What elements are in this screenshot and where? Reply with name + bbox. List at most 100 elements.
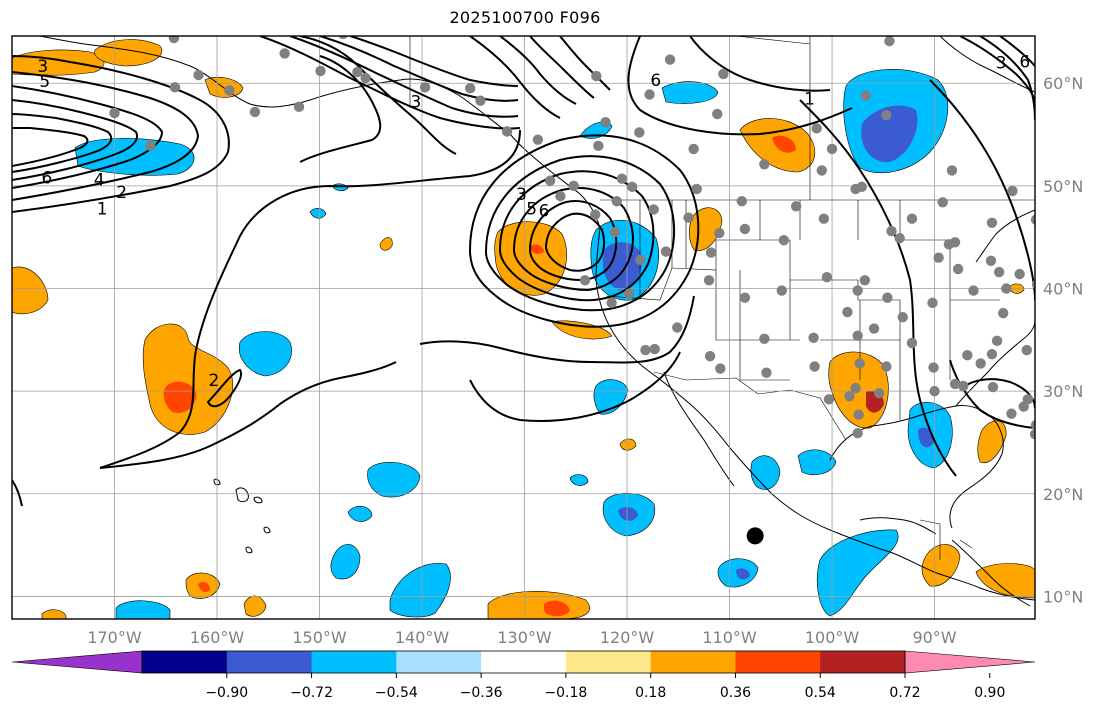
station-dot — [816, 165, 827, 176]
station-dot — [1078, 205, 1088, 215]
anomaly-region — [243, 595, 267, 617]
anomaly-region — [530, 244, 544, 254]
contour-label: 3 — [516, 185, 527, 205]
contour-line — [959, 36, 1035, 105]
station-dot — [1022, 394, 1034, 405]
anomaly-region — [975, 563, 1035, 599]
anomaly-region — [977, 420, 1007, 464]
contour-line — [12, 127, 89, 167]
station-dot — [501, 126, 513, 137]
colorbar-tick-label: −0.90 — [205, 685, 248, 701]
station-dot — [811, 123, 822, 134]
station-dot — [1093, 268, 1103, 278]
station-dot — [809, 361, 820, 372]
contour-line — [468, 134, 700, 328]
lat-label: 30°N — [1043, 382, 1083, 401]
anomaly-region — [163, 381, 197, 413]
station-dot — [759, 159, 770, 170]
station-dot — [853, 409, 864, 420]
station-dot — [568, 180, 579, 192]
station-dot — [823, 394, 835, 405]
station-dot — [873, 387, 885, 399]
station-dot — [688, 143, 699, 155]
anomaly-region — [12, 266, 49, 315]
colorbar-tick-label: −0.18 — [544, 685, 587, 701]
lon-label: 100°W — [805, 628, 860, 647]
contour-label: 5 — [39, 72, 50, 92]
coastline — [955, 319, 1035, 407]
station-dot — [705, 247, 717, 258]
contour-line — [206, 368, 242, 408]
contour-line — [99, 361, 397, 469]
station-dot — [906, 337, 918, 349]
colorbar-outline — [141, 650, 906, 674]
contour-label: 1 — [804, 90, 815, 110]
station-dot — [852, 285, 863, 296]
colorbar-tick-label: 0.36 — [720, 685, 751, 701]
station-dot — [821, 272, 833, 283]
anomaly-region — [861, 105, 918, 163]
lat-label: 10°N — [1043, 587, 1083, 606]
coastline — [951, 539, 1031, 607]
border-line — [919, 519, 973, 560]
station-dot — [949, 378, 961, 390]
contour-line — [419, 295, 695, 364]
anomaly-region — [367, 461, 421, 498]
station-dot — [739, 292, 751, 303]
anomaly-region — [816, 529, 899, 617]
station-dot — [881, 109, 892, 121]
station-dot — [1029, 429, 1035, 440]
station-dot — [168, 36, 180, 44]
station-dot — [169, 82, 181, 93]
colorbar-segment — [735, 651, 821, 673]
coastline — [975, 209, 1035, 263]
colorbar-segment — [396, 651, 482, 673]
anomaly-region — [772, 135, 796, 153]
anomaly-region — [330, 544, 361, 580]
station-dot — [991, 335, 1003, 347]
contour-line — [929, 79, 1035, 301]
station-dot — [826, 143, 838, 155]
station-dot — [943, 239, 955, 250]
station-dot — [279, 48, 290, 59]
contour-line — [99, 129, 521, 469]
station-dot — [975, 358, 986, 369]
lon-label: 170°W — [87, 628, 142, 647]
contour-label: 2 — [209, 371, 220, 391]
station-dot — [881, 361, 892, 372]
station-dot — [193, 69, 204, 81]
station-dot — [1095, 256, 1105, 266]
station-dot — [593, 140, 604, 152]
anomaly-region — [379, 237, 393, 251]
anomaly-region — [309, 208, 327, 219]
contour-line — [289, 36, 519, 118]
station-dot — [778, 235, 790, 246]
anomaly-region — [618, 507, 638, 521]
station-dot — [419, 82, 431, 93]
anomaly-region — [544, 600, 570, 617]
station-dot — [249, 106, 261, 118]
colorbar-segment — [650, 651, 736, 673]
longitude-labels: 170°W 160°W 150°W 140°W 130°W 120°W 110°W 100°W… — [87, 628, 956, 647]
station-dot — [952, 263, 964, 275]
station-dot — [691, 183, 702, 195]
station-dot — [736, 196, 748, 207]
colorbar-under-extension — [11, 650, 143, 674]
station-dot — [1070, 240, 1080, 250]
anomaly-region — [619, 438, 637, 451]
station-dot — [854, 358, 865, 369]
station-dot — [1043, 254, 1053, 264]
contour-label: 3 — [37, 57, 48, 77]
contour-label: 6 — [1019, 53, 1030, 73]
contour-line — [299, 36, 457, 155]
station-dot — [739, 223, 751, 235]
station-dot — [634, 127, 645, 138]
station-dot — [109, 107, 120, 119]
station-dot — [1059, 446, 1069, 456]
map-title: 2025100700 F096 — [449, 8, 601, 27]
station-dot — [929, 385, 940, 397]
contour-line — [559, 36, 611, 91]
station-dot — [882, 292, 893, 303]
